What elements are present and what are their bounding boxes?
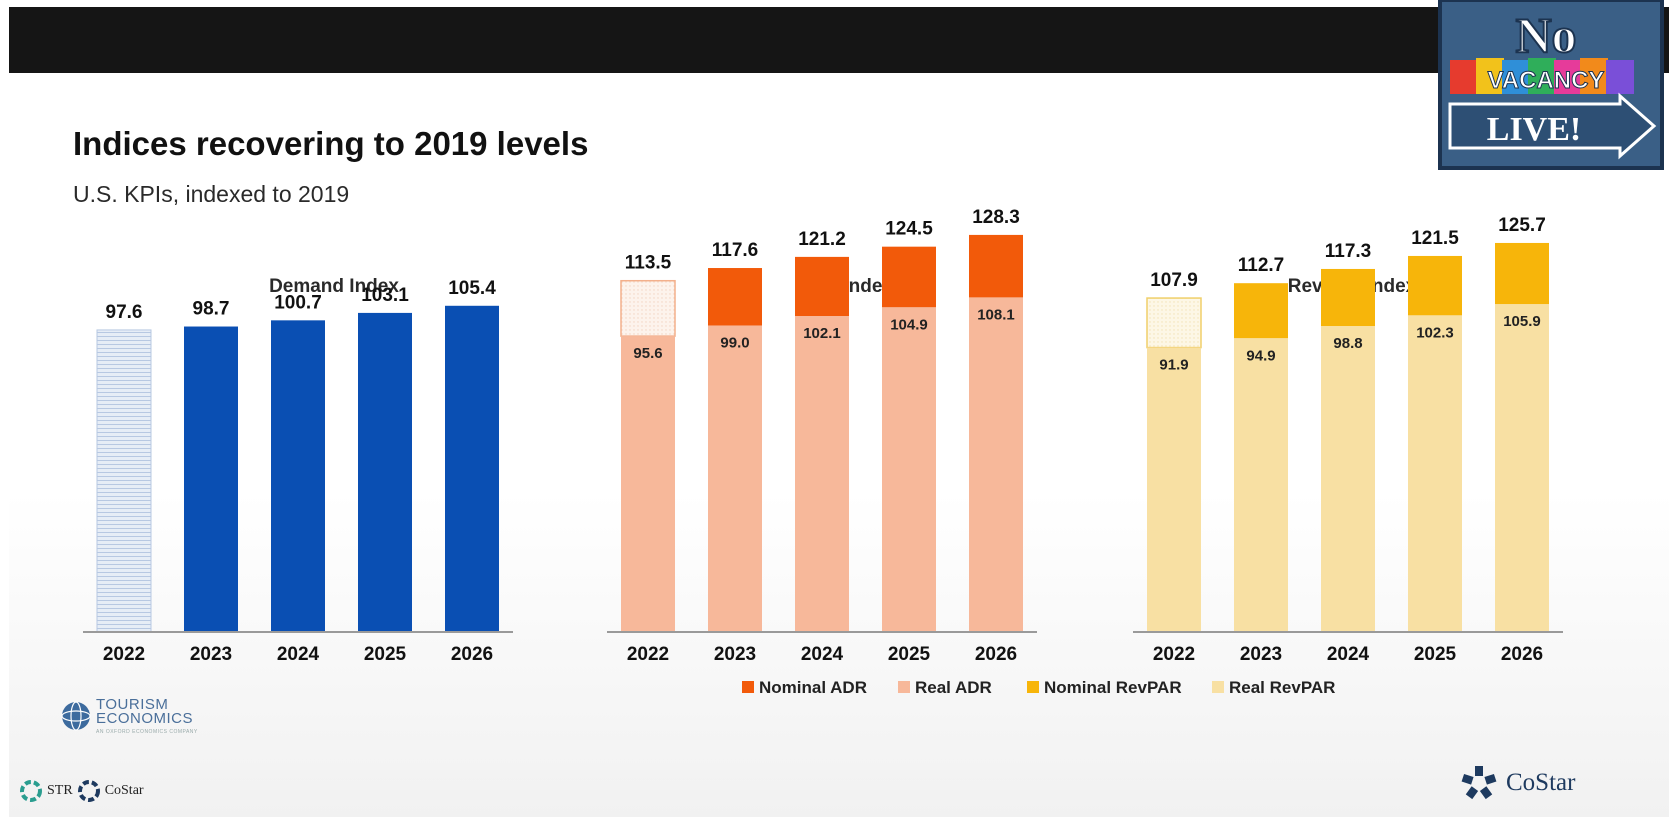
tourism-economics-subtext: AN OXFORD ECONOMICS COMPANY — [96, 729, 198, 735]
legend-swatch — [1027, 681, 1039, 693]
bar-nominal — [795, 256, 849, 317]
bar-nominal — [1495, 242, 1549, 305]
data-label-nominal: 117.3 — [1325, 241, 1372, 262]
str-label: STR — [47, 783, 73, 798]
legend-swatch — [742, 681, 754, 693]
data-label-real: 95.6 — [633, 345, 662, 362]
data-label: 97.6 — [106, 302, 143, 323]
bar-nominal — [620, 279, 676, 337]
bar-real — [1147, 347, 1201, 632]
legend-label: Nominal ADR — [759, 678, 867, 697]
tick-label: 2022 — [1153, 644, 1195, 665]
tick-label: 2023 — [190, 644, 232, 665]
legend: Nominal ADR Real ADR Nominal RevPAR Real Re… — [742, 678, 1335, 697]
tourism-economics-text: TOURISM ECONOMICS — [96, 696, 194, 727]
bar-real — [882, 307, 936, 632]
data-label: 100.7 — [274, 292, 322, 313]
chart-title: Demand Index — [269, 276, 399, 297]
bar-nominal — [1146, 297, 1202, 349]
slide-subtitle: U.S. KPIs, indexed to 2019 — [73, 181, 350, 207]
no-vacancy-live-logo: No VACANCY LIVE! — [1438, 0, 1664, 170]
bar-nominal — [1234, 283, 1288, 339]
data-label: 105.4 — [448, 278, 496, 299]
bar-nominal — [708, 268, 762, 326]
data-label-real: 102.3 — [1416, 324, 1454, 341]
tick-label: 2022 — [103, 644, 145, 665]
data-label-real: 99.0 — [720, 335, 749, 352]
costar-label: CoStar — [1506, 769, 1576, 796]
bar-real — [1408, 315, 1462, 632]
data-label-real: 94.9 — [1246, 347, 1275, 364]
data-label: 98.7 — [193, 299, 230, 320]
data-label-real: 98.8 — [1333, 335, 1362, 352]
data-label-real: 104.9 — [890, 316, 928, 333]
costar-small-label: CoStar — [104, 783, 144, 798]
tick-label: 2023 — [1240, 644, 1282, 665]
data-label-nominal: 112.7 — [1238, 255, 1285, 276]
tick-label: 2025 — [364, 644, 407, 665]
str-costar-logos: STR CoStar — [20, 780, 144, 802]
bar — [445, 305, 499, 632]
legend-label: Real ADR — [915, 678, 992, 697]
bar-real — [708, 325, 762, 632]
bar-real — [621, 336, 675, 632]
bar-real — [1321, 326, 1375, 632]
tick-label: 2023 — [714, 644, 756, 665]
bar-real — [795, 316, 849, 632]
tick-label: 2024 — [277, 644, 320, 665]
bar-real — [1234, 338, 1288, 632]
bar-nominal — [1321, 268, 1375, 327]
legend-label: Real RevPAR — [1229, 678, 1335, 697]
bar — [184, 326, 238, 632]
tick-label: 2025 — [888, 644, 931, 665]
chart-2: ADR Index113.595.62022117.699.02023121.2… — [607, 207, 1037, 665]
slide-title: Indices recovering to 2019 levels — [73, 125, 589, 162]
bar-nominal — [882, 246, 936, 308]
tick-label: 2026 — [451, 644, 493, 665]
badge-line3: LIVE! — [1487, 111, 1581, 148]
legend-label: Nominal RevPAR — [1044, 678, 1182, 697]
badge-line2: VACANCY — [1488, 67, 1605, 94]
tick-label: 2026 — [975, 644, 1017, 665]
tourism-economics-logo — [61, 701, 91, 731]
bar-nominal — [1408, 255, 1462, 316]
str-icon — [20, 780, 42, 802]
data-label-nominal: 107.9 — [1150, 270, 1198, 291]
tick-label: 2024 — [801, 644, 844, 665]
data-label-nominal: 117.6 — [712, 240, 759, 261]
tick-label: 2025 — [1414, 644, 1457, 665]
bar — [96, 329, 152, 633]
legend-swatch — [1212, 681, 1224, 693]
top-bar — [9, 7, 1669, 73]
data-label: 103.1 — [361, 285, 409, 306]
tick-label: 2022 — [627, 644, 669, 665]
data-label-nominal: 128.3 — [972, 207, 1020, 228]
bar-real — [969, 297, 1023, 632]
costar-small-icon — [77, 780, 100, 802]
chart-1: Demand Index 97.6 2022 98.7 2023 100.7 2024 103… — [83, 276, 513, 665]
bar-real — [1495, 304, 1549, 632]
data-label-real: 102.1 — [803, 325, 841, 342]
tick-label: 2024 — [1327, 644, 1370, 665]
bar-nominal — [969, 234, 1023, 298]
bar — [358, 312, 412, 632]
data-label-nominal: 121.2 — [798, 229, 846, 250]
badge-line1: No — [1515, 7, 1576, 63]
bar — [271, 320, 325, 632]
data-label-real: 105.9 — [1503, 313, 1541, 330]
legend-swatch — [898, 681, 910, 693]
data-label-nominal: 113.5 — [625, 253, 672, 274]
tick-label: 2026 — [1501, 644, 1543, 665]
data-label-nominal: 125.7 — [1498, 215, 1546, 236]
costar-icon — [1461, 766, 1497, 800]
costar-logo: CoStar — [1460, 764, 1575, 802]
data-label-nominal: 121.5 — [1411, 228, 1459, 249]
data-label-real: 108.1 — [977, 306, 1015, 323]
chart-3: RevPAR Index107.991.92022112.794.9202311… — [1133, 215, 1563, 665]
data-label-nominal: 124.5 — [885, 219, 933, 240]
data-label-real: 91.9 — [1159, 357, 1188, 374]
